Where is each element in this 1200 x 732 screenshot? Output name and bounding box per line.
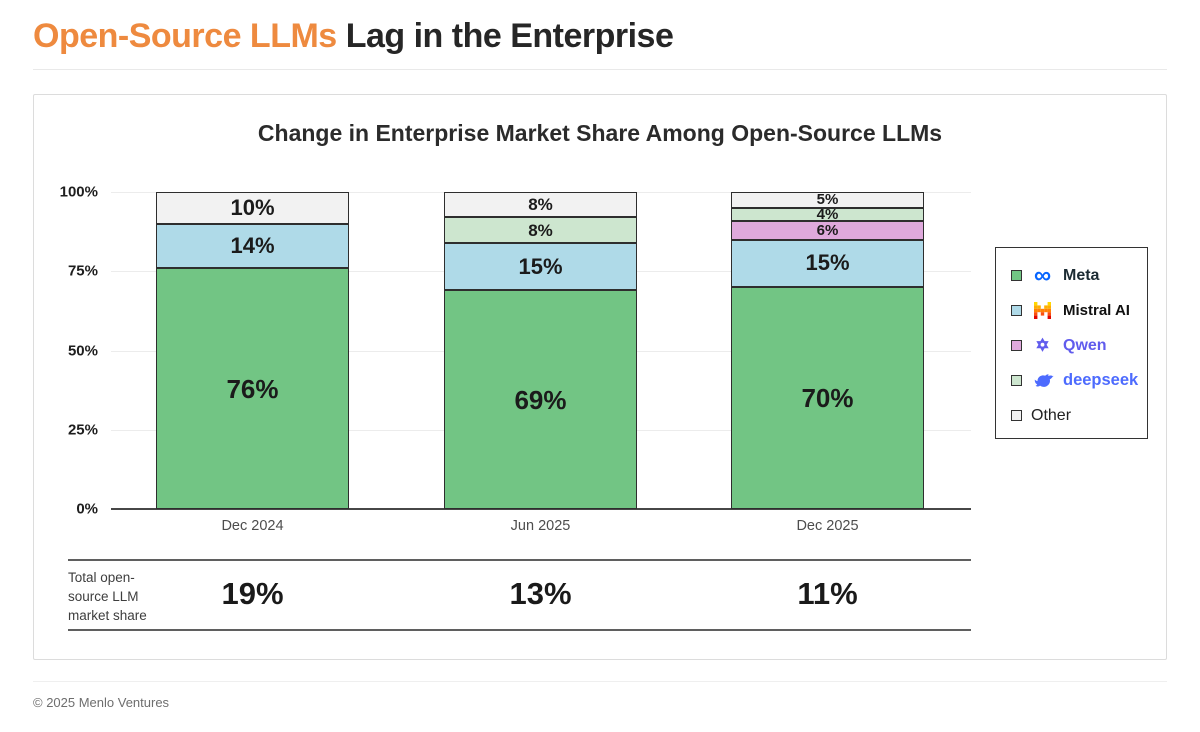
x-axis-label: Jun 2025	[510, 518, 571, 534]
legend: ∞ Meta Mistral AI Qwen deepseek Other	[995, 247, 1148, 439]
segment-value-label: 70%	[801, 383, 854, 414]
y-axis-tick: 50%	[67, 342, 98, 359]
segment-value-label: 10%	[230, 194, 275, 220]
bar-jun-2025: 69% 15% 8% 8%	[444, 192, 637, 509]
legend-item-mistral-ai: Mistral AI	[1011, 293, 1143, 328]
bar-dec-2025: 70% 15% 6% 4% 5%	[731, 192, 924, 509]
legend-swatch	[1011, 340, 1022, 351]
bar-dec-2024: 76% 14% 10%	[156, 192, 349, 509]
totals-label: Total open-source LLM market share	[68, 570, 147, 623]
segment-value-label: 6%	[816, 221, 839, 239]
segment-mistral-ai: 14%	[156, 223, 349, 269]
legend-item-deepseek: deepseek	[1011, 363, 1143, 398]
legend-label: Meta	[1063, 266, 1100, 284]
x-axis-label: Dec 2024	[221, 518, 284, 534]
legend-swatch	[1011, 270, 1022, 281]
x-axis-label: Dec 2025	[796, 518, 859, 534]
segment-value-label: 14%	[230, 232, 275, 258]
segment-value-label: 76%	[226, 373, 279, 404]
mistral-logo-icon	[1031, 300, 1054, 322]
y-axis-tick: 0%	[76, 500, 98, 518]
segment-value-label: 15%	[805, 250, 850, 276]
legend-swatch	[1011, 410, 1022, 421]
segment-deepseek: 8%	[444, 217, 637, 243]
legend-label: Mistral AI	[1063, 302, 1130, 319]
x-axis-line	[111, 508, 971, 510]
totals-row: Total open-source LLM market share 19% 13…	[68, 559, 971, 631]
deepseek-logo-icon	[1031, 370, 1054, 392]
legend-swatch	[1011, 375, 1022, 386]
segment-mistral-ai: 15%	[731, 239, 924, 288]
segment-value-label: 8%	[528, 220, 553, 240]
segment-value-label: 15%	[518, 253, 563, 279]
segment-other: 8%	[444, 192, 637, 218]
footer-divider	[33, 681, 1167, 682]
page-title-highlight: Open-Source LLMs	[33, 17, 337, 55]
legend-swatch	[1011, 305, 1022, 316]
total-share-value: 19%	[221, 576, 284, 611]
legend-label: Other	[1031, 406, 1072, 424]
segment-value-label: 69%	[514, 384, 567, 415]
y-axis-tick: 75%	[67, 262, 98, 280]
legend-item-meta: ∞ Meta	[1011, 258, 1143, 293]
y-axis-tick: 25%	[67, 421, 98, 439]
legend-label: Qwen	[1063, 336, 1107, 354]
segment-mistral-ai: 15%	[444, 242, 637, 291]
segment-other: 10%	[156, 192, 349, 224]
legend-item-other: Other	[1011, 398, 1143, 433]
segment-value-label: 8%	[528, 195, 553, 215]
legend-label: deepseek	[1063, 371, 1139, 389]
segment-value-label: 5%	[816, 191, 839, 209]
segment-value-label: 4%	[816, 205, 839, 223]
page-title-rest: Lag in the Enterprise	[345, 17, 674, 55]
total-share-value: 11%	[797, 576, 858, 611]
segment-meta: 76%	[156, 268, 349, 509]
page-title: Open-Source LLMs Lag in the Enterprise	[33, 17, 1200, 56]
total-share-value: 13%	[509, 576, 572, 611]
legend-item-qwen: Qwen	[1011, 328, 1143, 363]
segment-meta: 70%	[731, 287, 924, 509]
footer-copyright: © 2025 Menlo Ventures	[33, 695, 170, 710]
y-axis-tick: 100%	[59, 183, 98, 201]
qwen-logo-icon	[1031, 335, 1054, 357]
segment-meta: 69%	[444, 290, 637, 509]
segment-other: 5%	[731, 192, 924, 208]
chart-title: Change in Enterprise Market Share Among …	[257, 120, 943, 146]
chart-card: Change in Enterprise Market Share Among …	[33, 94, 1167, 660]
title-divider	[33, 69, 1167, 70]
meta-logo-icon: ∞	[1033, 261, 1052, 289]
plot-area: 100% 75% 50% 25% 0% 76% 14% 10% Dec 2024 69% 15% 8%…	[60, 184, 971, 534]
segment-deepseek: 4%	[731, 205, 924, 223]
segment-qwen: 6%	[731, 220, 924, 240]
